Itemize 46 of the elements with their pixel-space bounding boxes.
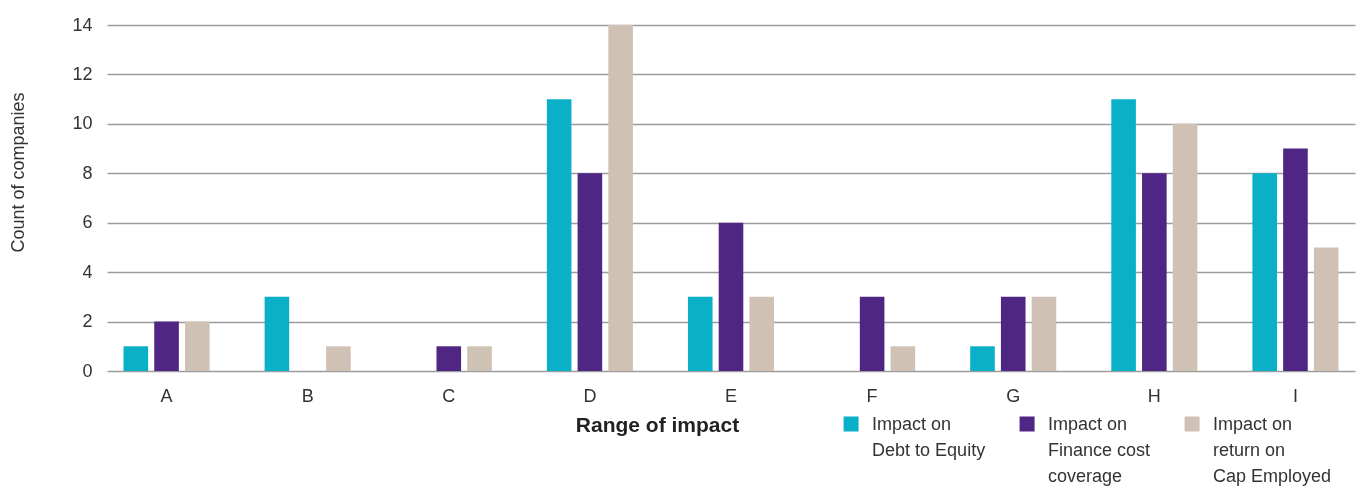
bar — [687, 296, 713, 371]
bar — [1172, 123, 1198, 371]
y-axis-title: Count of companies — [7, 92, 28, 253]
bar — [577, 173, 603, 371]
bar — [326, 346, 351, 371]
bar — [154, 321, 179, 371]
x-tick-label: E — [724, 385, 738, 406]
bar — [1252, 173, 1278, 371]
x-tick-label: G — [1006, 385, 1021, 406]
x-tick-label: C — [442, 385, 456, 406]
bar — [1313, 247, 1339, 371]
legend-label: Impact on return on Cap Employed — [1213, 414, 1332, 486]
bar — [184, 321, 210, 371]
bar — [123, 346, 149, 371]
x-tick-label: D — [583, 385, 597, 406]
x-tick-label: B — [301, 385, 314, 406]
y-tick-label: 6 — [82, 212, 93, 233]
bar — [1000, 296, 1026, 371]
x-tick-label: H — [1147, 385, 1161, 406]
legend-label: Impact on Finance cost coverage — [1048, 414, 1151, 486]
x-tick-label: I — [1292, 385, 1298, 406]
y-tick-label: 2 — [82, 311, 93, 332]
bar — [890, 346, 916, 371]
y-tick-label: 4 — [82, 261, 93, 282]
bar — [970, 346, 995, 371]
bar — [1283, 148, 1308, 371]
bar — [1142, 173, 1167, 371]
y-tick-label: 8 — [82, 162, 93, 183]
x-tick-label: F — [866, 385, 878, 406]
y-tick-label: 12 — [72, 63, 93, 84]
y-tick-label: 10 — [72, 113, 93, 134]
bar — [1031, 296, 1057, 371]
bar — [436, 346, 462, 371]
bar — [749, 296, 775, 371]
y-tick-label: 0 — [82, 360, 93, 381]
legend-label: Impact on Debt to Equity — [872, 414, 986, 460]
bar — [859, 296, 885, 371]
y-tick-label: 14 — [72, 14, 93, 35]
bar — [608, 25, 633, 371]
bar — [718, 222, 744, 371]
bar — [467, 346, 492, 371]
x-axis-title: Range of impact — [575, 412, 740, 436]
bar — [546, 99, 572, 371]
bar — [264, 296, 290, 371]
x-tick-label: A — [160, 385, 173, 406]
bar — [1111, 99, 1136, 371]
